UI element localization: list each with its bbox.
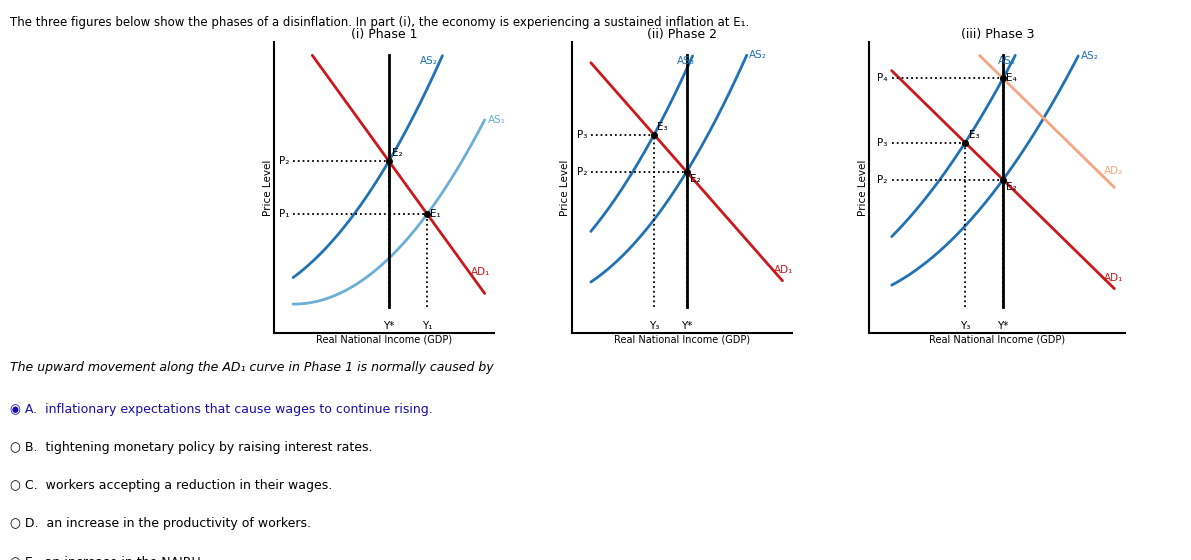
Text: Y*: Y* (681, 321, 692, 332)
Text: P₁: P₁ (279, 209, 289, 219)
Title: (ii) Phase 2: (ii) Phase 2 (647, 28, 717, 41)
Text: E₄: E₄ (1006, 73, 1017, 83)
Text: P₄: P₄ (877, 73, 887, 83)
Text: Y₃: Y₃ (649, 321, 660, 332)
Text: AD₁: AD₁ (472, 267, 491, 277)
Text: Y*: Y* (997, 321, 1009, 332)
Text: AD₁: AD₁ (1104, 273, 1124, 283)
Title: (i) Phase 1: (i) Phase 1 (351, 28, 417, 41)
Text: The three figures below show the phases of a disinflation. In part (i), the econ: The three figures below show the phases … (10, 16, 749, 29)
Text: AS₃: AS₃ (678, 55, 696, 66)
X-axis label: Real National Income (GDP): Real National Income (GDP) (613, 334, 750, 344)
X-axis label: Real National Income (GDP): Real National Income (GDP) (316, 334, 453, 344)
Text: Y*: Y* (384, 321, 394, 332)
Text: Y₃: Y₃ (960, 321, 971, 332)
Text: ○ D.  an increase in the productivity of workers.: ○ D. an increase in the productivity of … (10, 517, 311, 530)
Text: AD₁: AD₁ (774, 265, 793, 275)
Text: AS₂: AS₂ (749, 50, 767, 60)
Y-axis label: Price Level: Price Level (262, 160, 273, 216)
Text: E₂: E₂ (392, 148, 403, 158)
Text: The upward movement along the AD₁ curve in Phase 1 is normally caused by: The upward movement along the AD₁ curve … (10, 361, 493, 374)
Text: P₂: P₂ (877, 175, 887, 185)
Text: AS₂: AS₂ (1080, 51, 1098, 61)
Text: AS₃: AS₃ (998, 55, 1016, 66)
Text: Y₁: Y₁ (422, 321, 432, 332)
Text: E₃: E₃ (657, 122, 668, 132)
Title: (iii) Phase 3: (iii) Phase 3 (961, 28, 1034, 41)
Text: ◉ A.  inflationary expectations that cause wages to continue rising.: ◉ A. inflationary expectations that caus… (10, 403, 432, 416)
Text: P₃: P₃ (576, 130, 587, 139)
Text: ○ C.  workers accepting a reduction in their wages.: ○ C. workers accepting a reduction in th… (10, 479, 332, 492)
Text: P₂: P₂ (576, 167, 587, 177)
Y-axis label: Price Level: Price Level (858, 160, 868, 216)
Text: E₃: E₃ (968, 130, 979, 140)
Text: P₃: P₃ (877, 138, 887, 148)
Text: AD₂: AD₂ (1104, 166, 1123, 176)
Text: E₂: E₂ (1006, 183, 1017, 192)
Y-axis label: Price Level: Price Level (560, 160, 570, 216)
Text: P₂: P₂ (279, 156, 289, 166)
Text: E₂: E₂ (690, 174, 700, 184)
Text: ○ E.  an increase in the NAIRU.: ○ E. an increase in the NAIRU. (10, 556, 204, 560)
Text: AS₂: AS₂ (419, 55, 437, 66)
X-axis label: Real National Income (GDP): Real National Income (GDP) (929, 334, 1066, 344)
Text: E₁: E₁ (430, 209, 441, 219)
Text: AS₁: AS₁ (487, 115, 505, 125)
Text: ○ B.  tightening monetary policy by raising interest rates.: ○ B. tightening monetary policy by raisi… (10, 441, 372, 454)
